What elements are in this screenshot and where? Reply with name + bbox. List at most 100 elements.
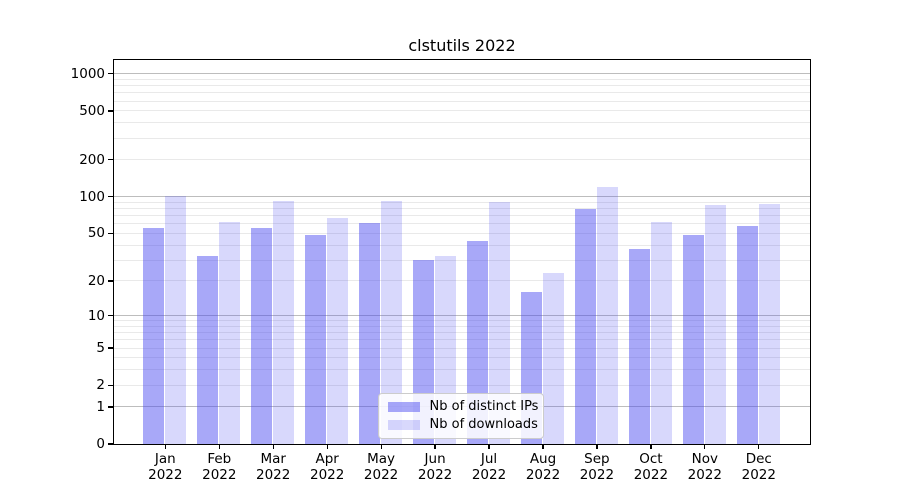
bar-ips-apr	[305, 235, 327, 444]
plot-area: Nb of distinct IPs Nb of downloads	[112, 58, 811, 445]
legend-swatch-ips	[387, 401, 420, 412]
legend-label-downloads: Nb of downloads	[429, 417, 538, 432]
minor-gridline-30	[113, 259, 810, 261]
y-label-50: 50	[87, 225, 105, 242]
minor-gridline-6	[113, 339, 810, 341]
y-label-1000: 1000	[70, 65, 105, 82]
legend: Nb of distinct IPs Nb of downloads	[377, 392, 544, 439]
bar-ips-mar	[251, 227, 273, 444]
bar-downloads-jan	[165, 196, 187, 444]
bar-ips-feb	[197, 256, 219, 444]
x-tick-jan	[164, 444, 166, 449]
legend-row-ips: Nb of distinct IPs	[387, 398, 538, 416]
bar-ips-oct	[628, 248, 650, 444]
minor-gridline-800	[113, 85, 810, 87]
legend-swatch-downloads	[387, 419, 420, 430]
major-gridline-1000	[113, 73, 810, 75]
minor-gridline-70	[113, 215, 810, 217]
x-label-nov: Nov 2022	[687, 451, 722, 483]
bar-ips-dec	[736, 225, 758, 444]
bar-ips-jan	[143, 227, 165, 444]
x-label-dec: Dec 2022	[741, 451, 776, 483]
bar-downloads-mar	[273, 201, 295, 444]
minor-gridline-5	[113, 347, 810, 349]
x-tick-mar	[272, 444, 274, 449]
y-tick-50	[108, 232, 113, 234]
x-label-oct: Oct 2022	[633, 451, 669, 483]
bar-downloads-oct	[650, 222, 672, 444]
x-tick-aug	[542, 444, 544, 449]
minor-gridline-600	[113, 100, 810, 102]
minor-gridline-400	[113, 122, 810, 124]
x-label-sep: Sep 2022	[579, 451, 615, 483]
minor-gridline-90	[113, 201, 810, 203]
minor-gridline-80	[113, 208, 810, 209]
y-label-500: 500	[79, 102, 105, 119]
minor-gridline-8	[113, 325, 810, 327]
bar-downloads-may	[381, 201, 403, 444]
x-tick-jul	[488, 444, 490, 449]
x-label-jul: Jul 2022	[471, 451, 507, 483]
y-label-1: 1	[96, 398, 105, 415]
minor-gridline-40	[113, 244, 810, 246]
y-tick-1000	[108, 73, 113, 75]
legend-label-ips: Nb of distinct IPs	[429, 399, 539, 414]
y-label-5: 5	[96, 340, 105, 356]
bar-downloads-jul	[488, 202, 511, 444]
bar-downloads-dec	[758, 204, 780, 444]
minor-gridline-9	[113, 320, 810, 322]
minor-gridline-700	[113, 92, 810, 94]
y-tick-500	[108, 110, 113, 112]
minor-gridline-500	[113, 110, 810, 112]
x-label-jun: Jun 2022	[417, 451, 453, 483]
minor-gridline-20	[113, 280, 810, 282]
minor-gridline-900	[113, 78, 810, 80]
legend-row-downloads: Nb of downloads	[387, 416, 538, 434]
x-label-may: May 2022	[363, 451, 399, 483]
y-tick-100	[108, 196, 113, 198]
minor-gridline-60	[113, 223, 810, 225]
bar-ips-nov	[682, 235, 704, 444]
minor-gridline-7	[113, 332, 810, 334]
y-label-100: 100	[79, 188, 105, 205]
bar-downloads-nov	[704, 204, 726, 444]
x-tick-may	[380, 444, 382, 449]
x-label-apr: Apr 2022	[310, 451, 345, 483]
minor-gridline-3	[113, 369, 810, 371]
x-tick-jun	[434, 444, 436, 449]
bar-downloads-sep	[596, 187, 618, 444]
major-gridline-100	[113, 196, 810, 198]
bar-ips-may	[359, 223, 381, 444]
x-tick-sep	[596, 444, 598, 449]
minor-gridline-4	[113, 357, 810, 359]
minor-gridline-200	[113, 159, 810, 161]
bar-ips-sep	[574, 209, 596, 444]
y-tick-5	[108, 347, 113, 349]
x-tick-apr	[326, 444, 328, 449]
bar-downloads-apr	[327, 218, 349, 444]
y-label-10: 10	[87, 307, 105, 324]
minor-gridline-2	[113, 384, 810, 386]
y-tick-10	[108, 314, 113, 317]
x-tick-nov	[704, 444, 706, 449]
y-tick-0	[108, 443, 113, 445]
x-label-aug: Aug 2022	[525, 451, 561, 483]
x-tick-dec	[758, 444, 760, 449]
bar-downloads-feb	[219, 221, 241, 444]
y-label-0: 0	[96, 436, 105, 452]
x-tick-feb	[218, 444, 220, 449]
y-tick-20	[108, 280, 113, 282]
x-label-mar: Mar 2022	[256, 451, 291, 483]
bar-downloads-aug	[542, 273, 565, 444]
y-tick-200	[108, 159, 113, 161]
major-gridline-10	[113, 315, 810, 316]
y-label-200: 200	[79, 151, 105, 168]
x-tick-oct	[650, 444, 652, 449]
x-label-feb: Feb 2022	[202, 451, 237, 483]
minor-gridline-300	[113, 137, 810, 139]
minor-gridline-50	[113, 232, 810, 234]
y-tick-2	[108, 384, 113, 386]
chart-title: clstutils 2022	[408, 36, 516, 55]
y-tick-1	[108, 406, 113, 408]
